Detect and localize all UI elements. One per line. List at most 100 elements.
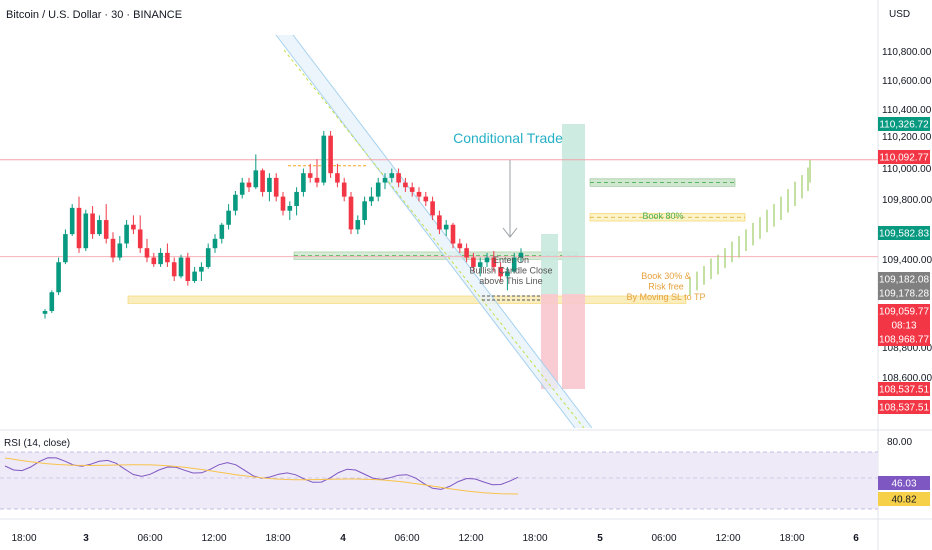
time-tick-label: 18:00 <box>779 533 804 544</box>
price-badge-label: 40.82 <box>891 495 916 506</box>
channel-lower-line <box>292 34 593 429</box>
price-badge-label: 108,968.77 <box>879 335 929 346</box>
candle-body <box>382 177 388 183</box>
candle-body <box>294 191 299 206</box>
candle-body <box>409 187 415 192</box>
time-tick-label: 18:00 <box>11 533 36 544</box>
candle-body <box>158 252 163 265</box>
candle-body <box>280 196 286 211</box>
candle-body <box>192 271 197 281</box>
price-badge-label: 109,059.77 <box>879 307 929 318</box>
candle-body <box>464 248 469 258</box>
time-tick-label: 06:00 <box>137 533 162 544</box>
book-30-label-line: Risk free <box>648 282 684 292</box>
price-badge-label: 110,326.72 <box>879 120 929 131</box>
candle-body <box>314 177 320 183</box>
price-badge <box>878 400 930 414</box>
price-badge <box>878 286 930 300</box>
candle-body <box>389 173 395 178</box>
candle-body <box>355 220 361 230</box>
price-badge <box>878 272 930 286</box>
time-tick-label: 12:00 <box>715 533 740 544</box>
enter-label-line: Enter On <box>493 255 529 265</box>
candle-body <box>484 257 490 263</box>
candle-body <box>171 262 177 277</box>
channel-upper-line <box>275 34 576 429</box>
candle-body <box>430 201 435 216</box>
time-tick-label: 12:00 <box>458 533 483 544</box>
candle-body <box>471 257 476 267</box>
candle-body <box>131 224 136 230</box>
time-tick-label: 18:00 <box>522 533 547 544</box>
candle-body <box>518 252 524 258</box>
reward-box-large <box>562 124 585 294</box>
candle-body <box>246 182 252 188</box>
candle-body <box>253 170 259 188</box>
candle-body <box>443 224 449 230</box>
candle-body <box>226 210 231 225</box>
descending-channel <box>276 35 592 428</box>
price-tick-label: 109,800.00 <box>882 195 932 206</box>
price-badge-label: 109,582.83 <box>879 229 929 240</box>
book-30-label-line: By Moving SL to TP <box>626 292 705 302</box>
support-zone <box>127 295 687 304</box>
rsi-band <box>0 452 878 509</box>
candle-body <box>110 238 116 258</box>
candle-body <box>185 257 191 281</box>
price-badge <box>878 117 930 131</box>
candle-body <box>212 238 218 249</box>
risk-box-large <box>562 294 585 389</box>
enter-label-line: Bullish Candle Close <box>469 266 552 276</box>
currency-selector[interactable]: USD <box>889 9 911 20</box>
candle-body <box>239 182 245 195</box>
candle-body <box>301 173 306 192</box>
candle-body <box>63 234 68 263</box>
price-badge-label: 108,537.51 <box>879 403 929 414</box>
price-badge <box>878 476 930 490</box>
price-tick-label: 109,400.00 <box>882 255 932 266</box>
candle-body <box>403 182 408 188</box>
price-badge <box>878 382 930 396</box>
time-tick-label: 4 <box>340 533 346 544</box>
candle-body <box>335 173 340 183</box>
candle-body <box>416 191 422 197</box>
price-badge-label: 108,537.51 <box>879 385 929 396</box>
candle-body <box>76 207 82 249</box>
candle-body <box>97 220 102 235</box>
time-tick-label: 06:00 <box>651 533 676 544</box>
candle-body <box>287 206 293 211</box>
conditional-trade-label: Conditional Trade <box>453 130 563 146</box>
price-tick-label: 108,600.00 <box>882 373 932 384</box>
time-tick-label: 6 <box>853 533 859 544</box>
candle-body <box>56 262 61 293</box>
candle-body <box>199 266 204 272</box>
candle-body <box>457 243 463 249</box>
book-30-label-line: Book 30% & <box>641 271 691 281</box>
rsi-label: RSI (14, close) <box>4 438 71 449</box>
book-80-label: Book 80% <box>642 211 683 221</box>
candle-body <box>477 262 483 267</box>
candle-body <box>69 207 75 235</box>
candle-body <box>491 257 497 267</box>
price-tick-label: 110,200.00 <box>882 132 932 143</box>
price-badge-label: 110,092.77 <box>879 153 929 164</box>
time-tick-label: 18:00 <box>265 533 290 544</box>
candle-body <box>498 266 503 277</box>
price-badge-label: 46.03 <box>891 479 916 490</box>
candle-body <box>178 257 184 277</box>
candle-body <box>321 135 327 183</box>
candle-body <box>137 229 143 249</box>
candle-body <box>369 196 374 202</box>
arrow-head <box>502 227 518 238</box>
candle-body <box>117 243 123 258</box>
price-badge <box>878 150 930 164</box>
candle-body <box>124 224 129 244</box>
price-badge <box>878 226 930 240</box>
time-tick-label: 3 <box>83 533 89 544</box>
time-tick-label: 5 <box>597 533 603 544</box>
price-tick-label: 110,000.00 <box>882 164 932 175</box>
price-tick-label: 110,600.00 <box>882 76 932 87</box>
candle-body <box>362 201 367 221</box>
time-tick-label: 06:00 <box>394 533 419 544</box>
